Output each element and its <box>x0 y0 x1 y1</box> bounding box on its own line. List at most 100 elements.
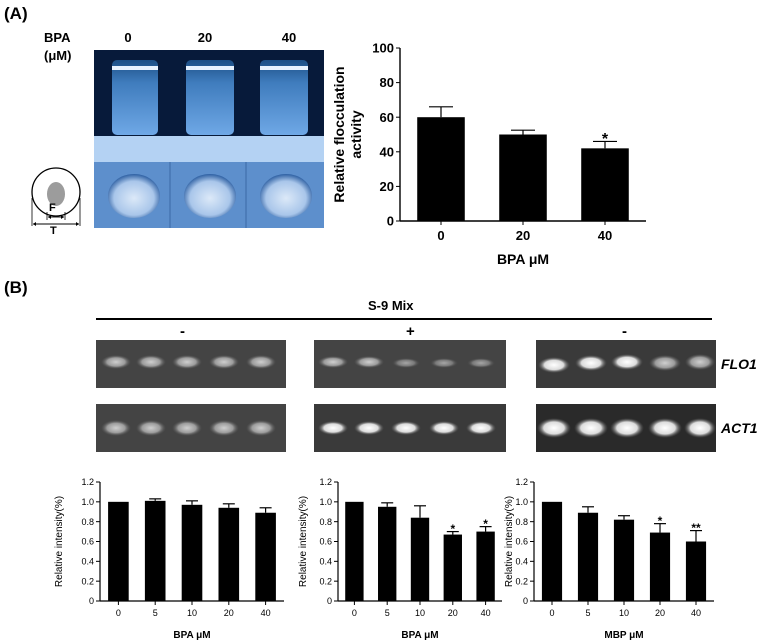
chart-b1-bar-4 <box>255 512 276 601</box>
chart-b3-ytick-5: 1.0 <box>515 497 528 507</box>
chart-b1-xtick-4: 40 <box>261 608 271 618</box>
diagram-f-label: F <box>49 202 56 214</box>
chart-a-bar-1 <box>499 134 547 221</box>
chart-b1-ytick-1: 0.2 <box>81 576 94 586</box>
chart-b2-ytick-5: 1.0 <box>319 497 332 507</box>
s9-mix-title: S-9 Mix <box>368 298 414 313</box>
chart-b2-ylabel-0: Relative intensity(%) <box>298 496 309 587</box>
chart-b2-bar-4 <box>476 531 495 601</box>
flo1-bands-group1 <box>101 355 276 369</box>
chart-a-ylabel-0: Relative flocculation <box>331 66 347 202</box>
chart-b1-xtick-1: 5 <box>153 608 158 618</box>
chart-b3-ytick-3: 0.6 <box>515 537 528 547</box>
chart-b2-ytick-2: 0.4 <box>319 556 332 566</box>
chart-b3-bar-2 <box>613 519 635 601</box>
gel-label-flo1: FLO1 <box>721 356 757 372</box>
chart-b2-ytick-4: 0.8 <box>319 517 332 527</box>
s9-group-3: - <box>622 323 627 340</box>
chart-b1-bar-2 <box>181 504 203 601</box>
chart-b2-significance-4: * <box>483 517 488 531</box>
chart-b1-ylabel-0: Relative intensity(%) <box>54 496 65 587</box>
chart-b3-ytick-0: 0 <box>523 596 528 606</box>
gel-label-act1: ACT1 <box>721 420 758 436</box>
chart-b3-bar-4 <box>685 541 707 601</box>
chart-b1-ytick-3: 0.6 <box>81 537 94 547</box>
chart-a-ytick-2: 40 <box>380 144 394 159</box>
flo1-bands-group2 <box>318 356 495 368</box>
s9-group-2: + <box>406 323 415 340</box>
chart-b2-bar-3 <box>443 534 462 601</box>
well-40 <box>260 174 312 218</box>
chart-b2-xtick-4: 40 <box>481 608 491 618</box>
chart-b3-ytick-1: 0.2 <box>515 576 528 586</box>
chart-a-ytick-3: 60 <box>380 110 394 125</box>
chart-b1-xtick-2: 10 <box>187 608 197 618</box>
chart-b3-significance-4: ** <box>691 521 701 535</box>
chart-a-ytick-4: 80 <box>380 75 394 90</box>
flo1-intensity-chart-bpa: 0 0.2 0.4 0.6 0.8 1.0 1.2 0 5 10 20 40 BPA μM Relativ… <box>54 477 284 641</box>
chart-b3-bar-1 <box>577 512 599 601</box>
tube-20 <box>186 60 234 135</box>
dose-40-label: 40 <box>281 30 297 45</box>
chart-b1-ytick-0: 0 <box>89 596 94 606</box>
act1-bands-group1 <box>101 420 276 436</box>
chart-b1-xtick-3: 20 <box>224 608 234 618</box>
chart-b2-bar-2 <box>410 517 430 601</box>
chart-a-xtick-0: 0 <box>437 228 444 243</box>
act1-bands-group2 <box>318 421 496 435</box>
chart-a-xtick-1: 20 <box>516 228 530 243</box>
well-20 <box>184 174 236 218</box>
gel-images <box>96 340 716 452</box>
chart-b2-ytick-3: 0.6 <box>319 537 332 547</box>
chart-b2-xlabel: BPA μM <box>401 630 438 641</box>
flo1-intensity-chart-bpa-s9: 0 0.2 0.4 0.6 0.8 1.0 1.2 0 5 10 * 20 * 40 BPA μM Relat… <box>298 477 502 641</box>
chart-b3-ytick-6: 1.2 <box>515 477 528 487</box>
diagram-t-label: T <box>50 225 57 237</box>
dose-20-label: 20 <box>197 30 213 45</box>
chart-a-ytick-5: 100 <box>372 41 394 56</box>
well-0 <box>108 174 160 218</box>
chart-b1-xlabel: BPA μM <box>173 630 210 641</box>
tube-40 <box>260 60 308 135</box>
act1-bands-group3 <box>537 418 716 438</box>
chart-a-ylabel-1: activity <box>348 110 364 158</box>
chart-a-bar-2 <box>581 148 629 221</box>
chart-b1-bar-3 <box>218 507 240 601</box>
chart-b2-ytick-0: 0 <box>327 596 332 606</box>
chart-b1-bar-0 <box>108 501 129 601</box>
chart-a-xtick-2: 40 <box>598 228 612 243</box>
chart-b3-bar-3 <box>649 532 671 601</box>
chart-a-ytick-0: 0 <box>387 214 394 229</box>
chart-b2-xtick-1: 5 <box>385 608 390 618</box>
flocculation-diagram <box>31 167 81 226</box>
chart-b2-significance-3: * <box>450 522 455 536</box>
s9-group-1: - <box>180 323 185 340</box>
chart-a-ytick-1: 20 <box>380 179 394 194</box>
dose-0-label: 0 <box>124 30 132 45</box>
chart-b1-xtick-0: 0 <box>116 608 121 618</box>
chart-b3-xtick-1: 5 <box>585 608 590 618</box>
chart-b1-ytick-2: 0.4 <box>81 556 94 566</box>
chart-a-bar-0 <box>417 117 465 221</box>
chart-b3-significance-3: * <box>658 514 663 528</box>
chart-b3-xtick-2: 10 <box>619 608 629 618</box>
tube-0 <box>112 60 158 135</box>
chart-b3-bar-0 <box>541 501 563 601</box>
chart-b2-xtick-0: 0 <box>352 608 357 618</box>
chart-b2-xtick-2: 10 <box>415 608 425 618</box>
panel-a-label: (A) <box>4 4 28 23</box>
chart-b3-xtick-4: 40 <box>691 608 701 618</box>
chart-b2-ytick-6: 1.2 <box>319 477 332 487</box>
chart-b2-bar-0 <box>345 501 364 601</box>
s9-mix-bracket <box>96 318 712 320</box>
chart-a-xlabel: BPA μM <box>497 251 549 267</box>
bpa-dose-unit: (μM) <box>44 48 72 63</box>
chart-b3-ytick-4: 0.8 <box>515 517 528 527</box>
chart-b2-ytick-1: 0.2 <box>319 576 332 586</box>
chart-b1-ytick-6: 1.2 <box>81 477 94 487</box>
chart-a-significance-2: * <box>602 131 609 148</box>
chart-b1-ytick-5: 1.0 <box>81 497 94 507</box>
chart-b3-xlabel: MBP μM <box>604 630 643 641</box>
flocculation-chart: 0 20 40 60 80 100 0 20 * 40 BPA μM Relative floccul… <box>331 41 646 267</box>
chart-b1-bar-1 <box>144 500 166 601</box>
